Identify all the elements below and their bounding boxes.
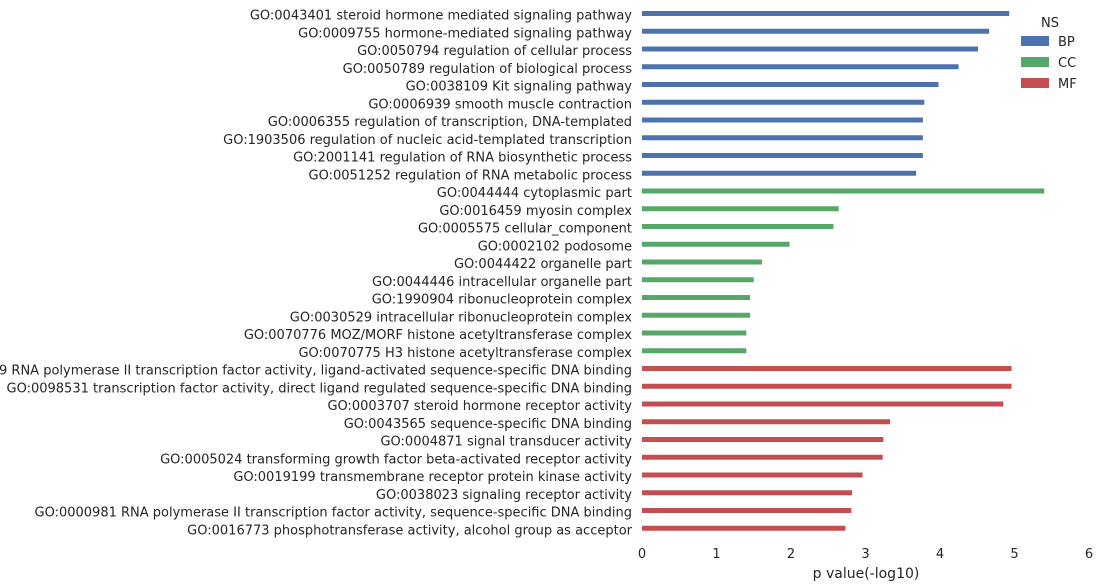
legend: NS BP CC MF [1021,16,1077,92]
category-label: GO:0005024 transforming growth factor be… [160,452,632,467]
category-label: GO:0050794 regulation of cellular proces… [357,44,632,59]
bar-bp [642,46,978,52]
bar-bp [642,117,923,123]
category-label: GO:0016773 phosphotransferase activity, … [187,523,632,538]
category-label: GO:0070776 MOZ/MORF histone acetyltransf… [244,328,632,343]
bar-mf [642,366,1012,371]
category-label: GO:0070775 H3 histone acetyltransferase … [298,346,632,361]
category-label: GO:0030529 intracellular ribonucleoprote… [290,310,633,325]
x-tick-label: 2 [787,547,795,562]
bar-bp [642,153,923,158]
x-axis-title: p value(-log10) [813,566,920,582]
category-label: GO:0000981 RNA polymerase II transcripti… [35,506,632,521]
category-label: GO:0002102 podosome [478,239,632,254]
bar-bp [642,64,959,70]
bar-cc [642,295,751,300]
bar-cc [642,330,747,336]
category-label: GO:0006939 smooth muscle contraction [368,97,632,112]
bars-layer [642,11,1045,531]
x-tick-label: 6 [1085,547,1093,562]
category-label: GO:0044446 intracellular organelle part [372,275,632,290]
legend-label-mf: MF [1058,77,1077,92]
category-labels: GO:0043401 steroid hormone mediated sign… [0,9,633,539]
category-label: GO:0044422 organelle part [454,257,632,272]
legend-swatch-cc [1021,57,1049,67]
legend-entries: BP CC MF [1021,35,1077,92]
bar-mf [642,383,1012,389]
category-label: GO:0044444 cytoplasmic part [437,186,632,201]
category-label: GO:0005575 cellular_component [418,222,632,237]
bar-bp [642,82,939,87]
category-label: GO:0043565 sequence-specific DNA binding [344,417,632,432]
bar-mf [642,525,846,531]
bar-bp [642,11,1010,16]
bar-bp [642,28,990,34]
bar-bp [642,135,923,141]
x-tick-label: 5 [1010,547,1018,562]
category-label: GO:0004879 RNA polymerase II transcripti… [0,364,632,379]
category-label: GO:0051252 regulation of RNA metabolic p… [309,168,633,183]
bar-cc [642,348,747,354]
bar-bp [642,99,925,105]
category-label: GO:0043401 steroid hormone mediated sign… [250,9,632,24]
category-label: GO:0038109 Kit signaling pathway [406,80,633,95]
bar-cc [642,259,762,265]
bar-mf [642,437,884,442]
bar-cc [642,277,754,283]
legend-label-bp: BP [1058,35,1075,50]
bar-mf [642,508,852,513]
x-tick-label: 4 [936,547,944,562]
legend-label-cc: CC [1058,56,1076,71]
category-label: GO:0003707 steroid hormone receptor acti… [327,399,632,414]
category-label: GO:0006355 regulation of transcription, … [268,115,632,130]
bar-mf [642,454,883,460]
legend-title: NS [1041,16,1059,31]
bar-cc [642,224,834,229]
bar-mf [642,490,853,496]
category-label: GO:1903506 regulation of nucleic acid-te… [223,133,632,148]
bar-cc [642,241,790,247]
x-axis-ticks: 0 1 2 3 4 5 6 [638,547,1093,562]
x-tick-label: 3 [861,547,869,562]
bar-mf [642,401,1004,407]
legend-swatch-mf [1021,78,1049,88]
category-label: GO:0009755 hormone-mediated signaling pa… [298,26,632,41]
bar-cc [642,206,839,212]
category-label: GO:1990904 ribonucleoprotein complex [372,293,633,308]
bar-mf [642,419,891,425]
legend-swatch-bp [1021,36,1049,46]
category-label: GO:2001141 regulation of RNA biosyntheti… [293,151,632,166]
x-tick-label: 1 [712,547,720,562]
category-label: GO:0050789 regulation of biological proc… [343,62,633,77]
category-label: GO:0098531 transcription factor activity… [7,381,632,396]
bar-mf [642,472,863,478]
bar-cc [642,312,751,318]
bar-cc [642,188,1045,194]
category-label: GO:0016459 myosin complex [439,204,632,219]
bar-bp [642,170,917,176]
x-tick-label: 0 [638,547,646,562]
category-label: GO:0038023 signaling receptor activity [376,488,632,503]
category-label: GO:0019199 transmembrane receptor protei… [233,470,632,485]
category-label: GO:0004871 signal transducer activity [380,435,632,450]
